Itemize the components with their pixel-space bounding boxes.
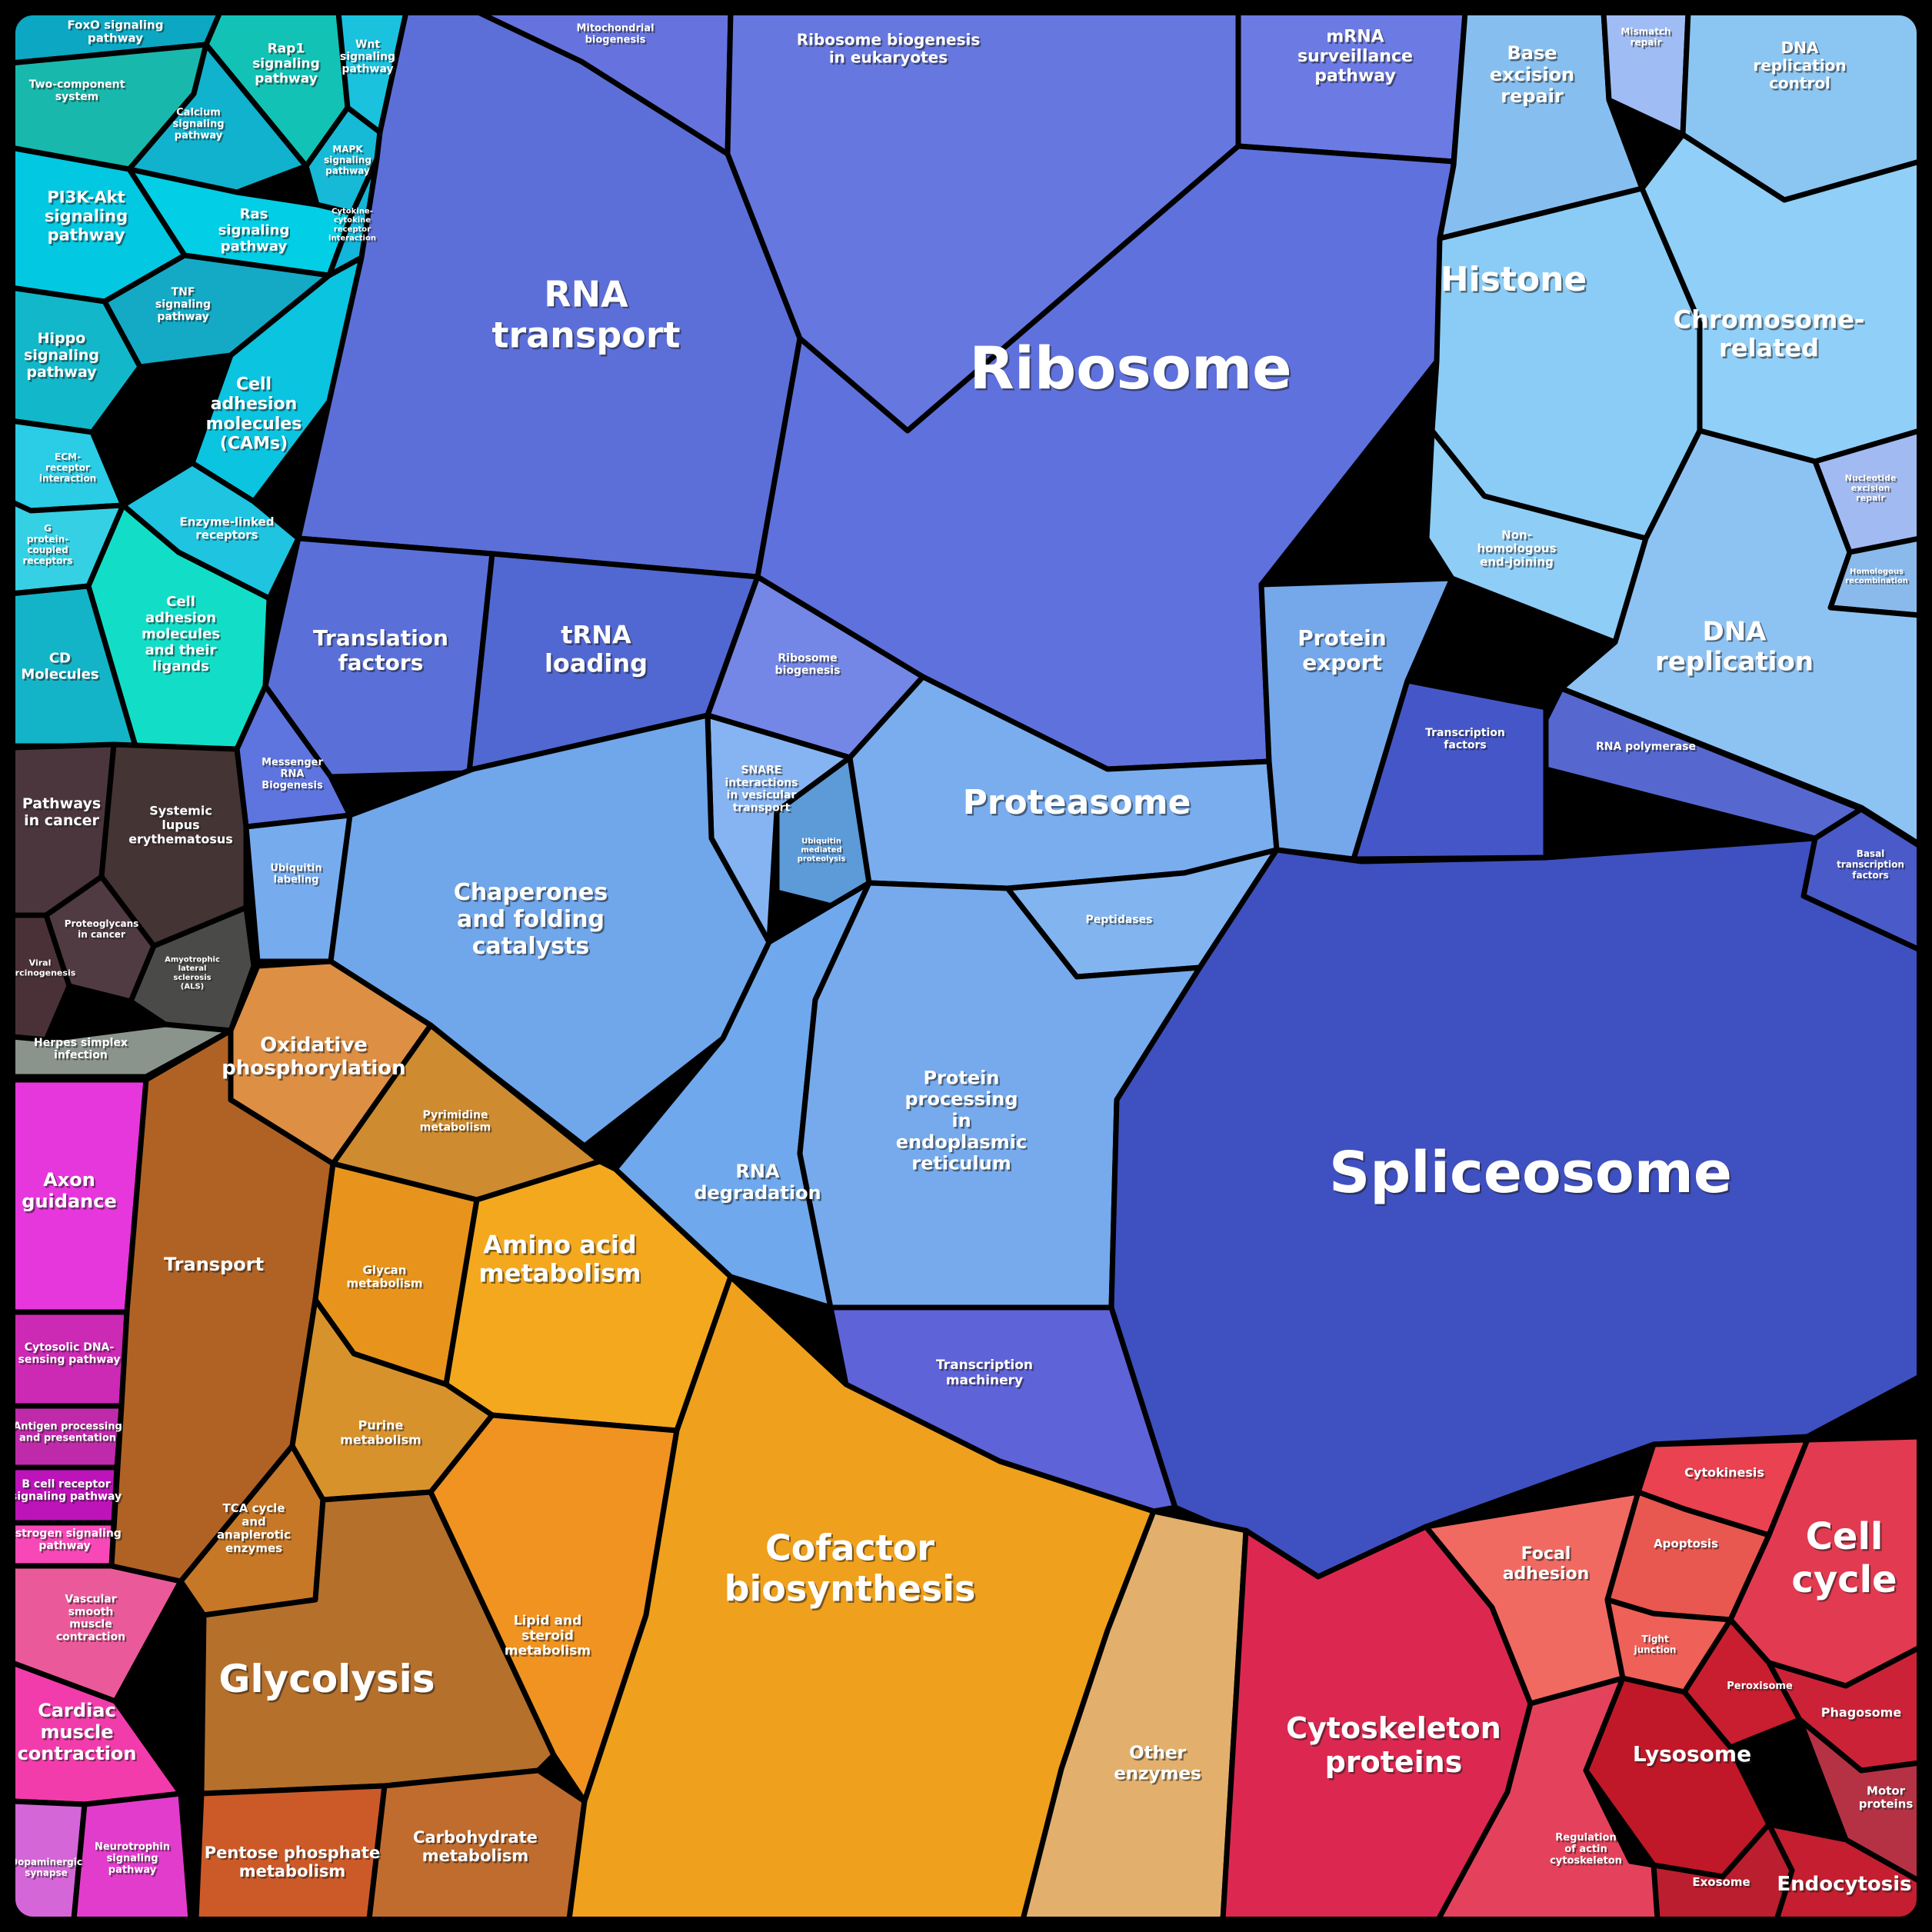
cell-translation-factors[interactable] [262,535,495,780]
cell-antigen-processing[interactable] [9,1403,125,1471]
cell-mrna-surveillance[interactable] [1235,9,1468,165]
cell-cytosolic-dna-sensing[interactable] [9,1309,130,1409]
cell-carbohydrate-metabolism[interactable] [366,1767,588,1923]
cell-pentose-phosphate[interactable] [193,1783,388,1923]
cell-estrogen-signaling[interactable] [9,1520,117,1569]
cell-dna-replication[interactable] [1558,428,1923,848]
cell-b-cell-receptor[interactable] [9,1464,120,1526]
cell-tnf[interactable] [102,252,332,370]
cell-regulation-actin-cytoskeleton[interactable] [1435,1675,1661,1923]
cell-axon-guidance[interactable] [9,1077,149,1315]
cell-neurotrophin-signaling[interactable] [71,1790,194,1923]
treemap-cells [8,9,1923,1923]
